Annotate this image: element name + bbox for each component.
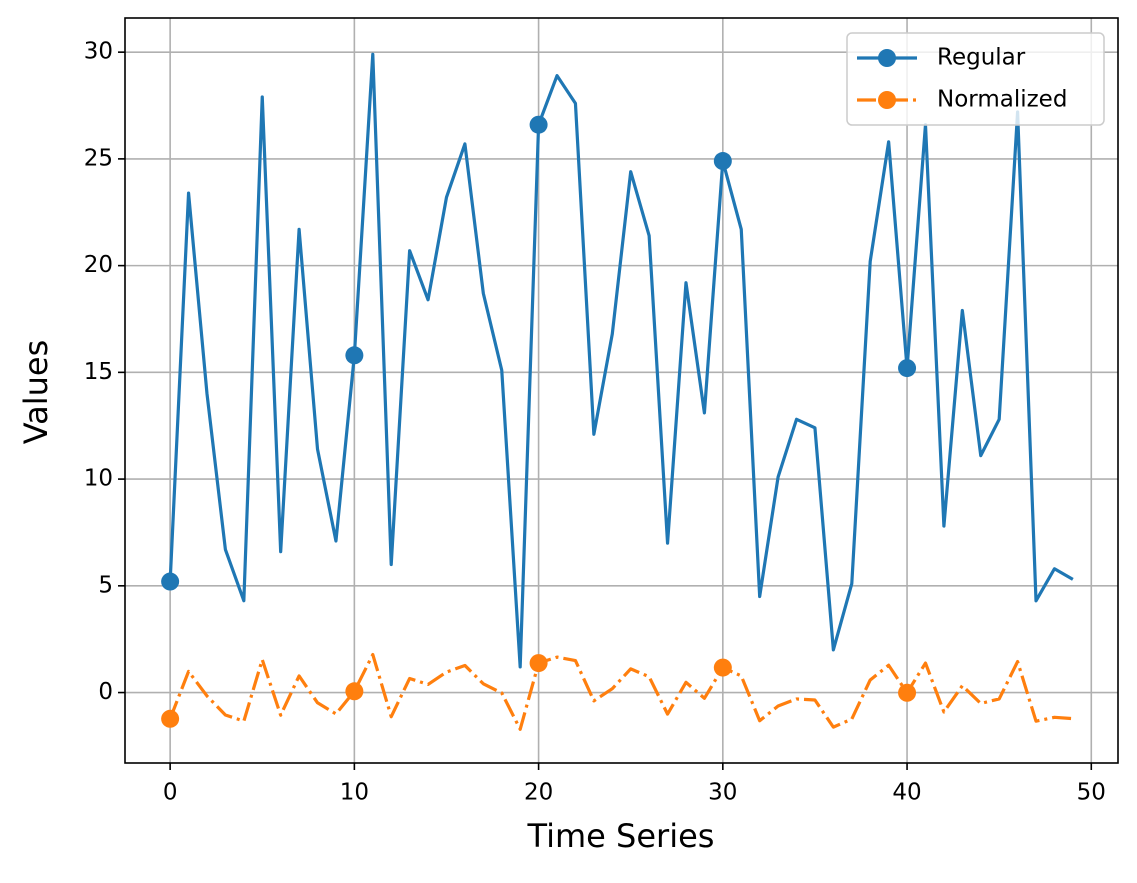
marker — [713, 152, 732, 171]
marker — [161, 709, 180, 728]
marker — [529, 115, 548, 134]
line — [168, 52, 1074, 669]
legend-marker — [878, 91, 896, 109]
x-tick-label: 50 — [1077, 780, 1106, 806]
x-tick-label: 0 — [163, 780, 178, 806]
marker — [529, 654, 548, 673]
marker — [898, 683, 917, 702]
marker — [345, 346, 364, 365]
plot-frame — [124, 17, 1119, 764]
legend-box — [846, 32, 1105, 126]
legend-label: Regular — [937, 45, 1026, 71]
x-tick-label: 20 — [524, 780, 553, 806]
y-tick-label: 10 — [84, 466, 113, 492]
marker — [713, 658, 732, 677]
marker — [161, 572, 180, 591]
y-axis-label: Values — [17, 340, 55, 445]
marker — [345, 682, 364, 701]
line — [168, 652, 1073, 731]
x-tick-label: 10 — [340, 780, 369, 806]
legend-marker — [878, 49, 896, 67]
legend-label: Normalized — [937, 87, 1067, 113]
y-tick-label: 5 — [98, 572, 113, 598]
marker — [898, 359, 917, 378]
y-tick-label: 25 — [84, 145, 113, 171]
y-tick-label: 30 — [84, 39, 113, 65]
y-tick-label: 20 — [84, 252, 113, 278]
x-tick-label: 30 — [708, 780, 737, 806]
x-axis-label: Time Series — [527, 817, 715, 855]
y-tick-label: 15 — [84, 359, 113, 385]
legend: Regular Normalized — [846, 32, 1105, 126]
y-tick-label: 0 — [98, 679, 113, 705]
x-tick-label: 40 — [892, 780, 921, 806]
